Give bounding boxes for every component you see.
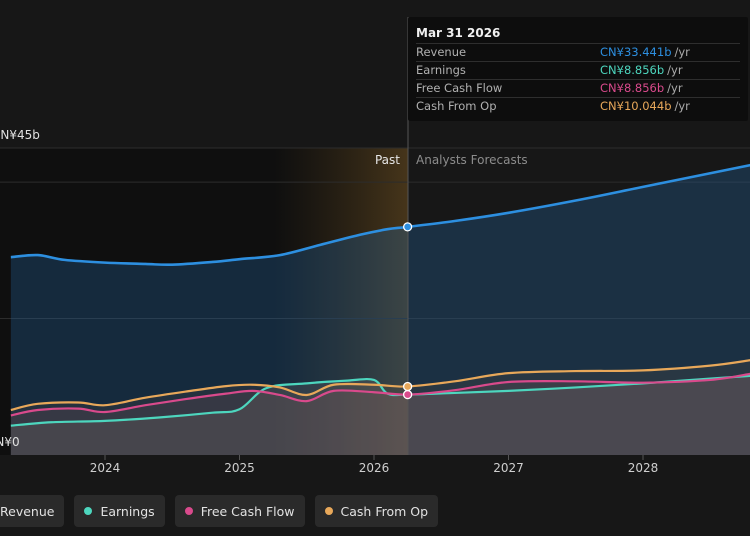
y-axis-min-label: CN¥0 bbox=[0, 435, 20, 449]
free-cash-flow-line bbox=[10, 372, 750, 417]
tooltip-row-label: Revenue bbox=[416, 45, 467, 59]
revenue-area bbox=[10, 165, 750, 455]
tooltip-row: Cash From Op CN¥10.044b/yr bbox=[416, 97, 740, 115]
x-tick-label: 2027 bbox=[493, 461, 524, 475]
past-highlight bbox=[274, 148, 408, 455]
tooltip-row-value: CN¥10.044b/yr bbox=[600, 99, 690, 113]
legend: Revenue Earnings Free Cash Flow Cash From O… bbox=[0, 495, 439, 527]
legend-dot-icon bbox=[324, 507, 333, 515]
tooltip-date: Mar 31 2026 bbox=[416, 26, 501, 40]
free-cash-flow-area bbox=[10, 373, 750, 455]
legend-label: Cash From Op bbox=[340, 503, 429, 519]
tooltip-row-label: Earnings bbox=[416, 63, 466, 77]
series-areas bbox=[10, 165, 750, 455]
cursor-markers bbox=[402, 222, 413, 400]
legend-label: Earnings bbox=[100, 503, 155, 519]
x-tick-label: 2028 bbox=[628, 461, 659, 475]
legend-label: Free Cash Flow bbox=[200, 503, 295, 519]
x-tick-label: 2026 bbox=[359, 461, 390, 475]
legend-dot-icon bbox=[84, 507, 93, 515]
tooltip-row: Earnings CN¥8.856b/yr bbox=[416, 61, 740, 79]
cash-from-op-area bbox=[10, 360, 750, 455]
cash-from-op-line bbox=[10, 359, 750, 412]
x-axis: 2024 2025 2026 2027 2028 bbox=[90, 455, 659, 475]
tooltip: Mar 31 2026 Revenue CN¥33.441b/yr Earnings… bbox=[408, 17, 748, 121]
tooltip-row-label: Cash From Op bbox=[416, 99, 497, 113]
series-lines bbox=[10, 163, 750, 427]
cash-from-op-marker bbox=[402, 381, 413, 392]
earnings-line bbox=[10, 374, 750, 427]
tooltip-row-value: CN¥8.856b/yr bbox=[600, 63, 683, 77]
past-label: Past bbox=[375, 153, 400, 167]
tooltip-row-value: CN¥33.441b/yr bbox=[600, 45, 690, 59]
gridlines bbox=[0, 147, 750, 320]
tooltip-row: Free Cash Flow CN¥8.856b/yr bbox=[416, 79, 740, 97]
legend-item-revenue[interactable]: Revenue bbox=[0, 495, 65, 527]
forecast-label: Analysts Forecasts bbox=[416, 153, 528, 167]
y-axis-max-label: CN¥45b bbox=[0, 128, 40, 142]
legend-item-free-cash-flow[interactable]: Free Cash Flow bbox=[174, 495, 305, 527]
revenue-line bbox=[10, 163, 750, 267]
tooltip-row-value: CN¥8.856b/yr bbox=[600, 81, 683, 95]
revenue-marker bbox=[402, 222, 413, 232]
earnings-area bbox=[10, 375, 750, 455]
legend-item-cash-from-op[interactable]: Cash From Op bbox=[314, 495, 439, 527]
legend-dot-icon bbox=[184, 507, 193, 515]
legend-item-earnings[interactable]: Earnings bbox=[74, 495, 165, 527]
free-cash-flow-marker bbox=[402, 389, 413, 400]
tooltip-row: Revenue CN¥33.441b/yr bbox=[416, 43, 740, 61]
x-tick-label: 2024 bbox=[90, 461, 121, 475]
legend-label: Revenue bbox=[0, 503, 55, 519]
x-tick-label: 2025 bbox=[224, 461, 255, 475]
tooltip-row-label: Free Cash Flow bbox=[416, 81, 503, 95]
